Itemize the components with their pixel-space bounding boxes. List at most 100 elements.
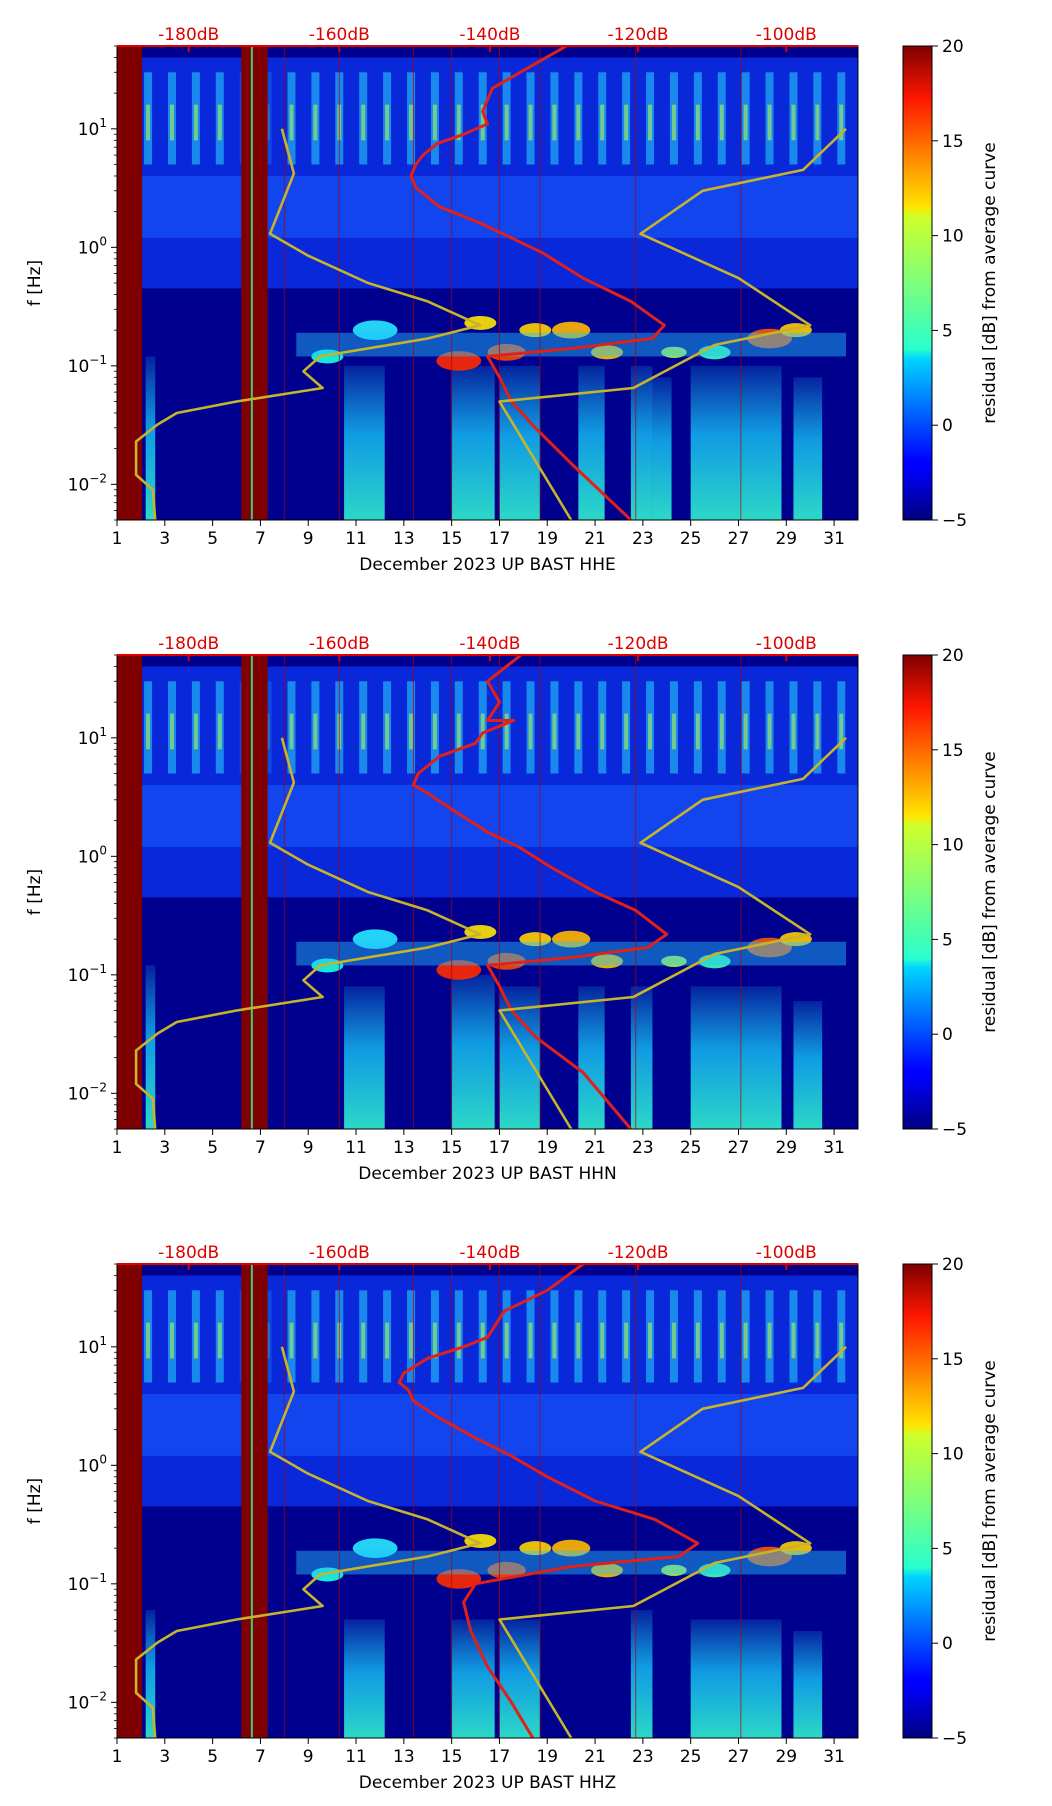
low-frequency-noise-band — [578, 365, 605, 520]
data-gap — [117, 655, 143, 1129]
y-tick-label: 100 — [78, 234, 107, 258]
top-db-label: -140dB — [459, 634, 520, 654]
colorbar-tick-label: 15 — [942, 132, 964, 152]
x-tick-label: 9 — [303, 1747, 314, 1767]
daily-noise-core — [624, 1322, 629, 1359]
x-tick-label: 25 — [680, 529, 702, 549]
storm-event — [591, 954, 624, 969]
daily-noise-core — [289, 1322, 294, 1359]
x-axis-label: December 2023 UP BAST HHZ — [359, 1773, 616, 1793]
colorbar-label: residual [dB] from average curve — [980, 1360, 1000, 1641]
plot-area — [117, 655, 858, 1129]
x-axis-label: December 2023 UP BAST HHN — [358, 1164, 616, 1184]
low-frequency-noise-band — [344, 365, 385, 520]
daily-noise-core — [719, 1322, 724, 1359]
top-db-label: -100dB — [756, 1243, 817, 1263]
x-tick-label: 11 — [345, 1747, 367, 1767]
low-frequency-noise-band — [145, 965, 156, 1129]
secondary-microseism-band — [296, 941, 847, 966]
storm-event — [519, 932, 552, 947]
daily-noise-core — [432, 713, 437, 750]
daily-noise-core — [146, 713, 151, 750]
top-db-label: -180dB — [158, 1243, 219, 1263]
daily-noise-core — [409, 1322, 414, 1359]
low-frequency-noise-band — [344, 1619, 385, 1738]
colorbar-tick-label: 0 — [942, 1634, 953, 1654]
y-tick-label: 100 — [78, 843, 107, 867]
x-tick-label: 5 — [207, 1138, 218, 1158]
x-tick-label: 11 — [345, 529, 367, 549]
storm-event — [352, 929, 398, 949]
daily-noise-core — [409, 713, 414, 750]
storm-event — [661, 955, 687, 967]
low-frequency-noise-band — [630, 1610, 653, 1738]
daily-noise-core — [313, 1322, 318, 1359]
daily-noise-core — [576, 713, 581, 750]
daily-noise-core — [767, 713, 772, 750]
x-tick-label: 31 — [823, 1747, 845, 1767]
y-axis-label: f [Hz] — [25, 869, 45, 915]
secondary-microseism-band — [296, 1550, 847, 1575]
top-db-label: -160dB — [309, 25, 370, 45]
storm-event — [591, 345, 624, 360]
y-axis-label: f [Hz] — [25, 260, 45, 306]
y-tick-label: 101 — [78, 1334, 107, 1358]
low-frequency-noise-band — [690, 1619, 782, 1738]
x-tick-label: 19 — [536, 1138, 558, 1158]
daily-noise-core — [528, 104, 533, 141]
x-tick-label: 21 — [584, 1138, 606, 1158]
colorbar-tick-label: 20 — [942, 1255, 964, 1275]
top-db-label: -100dB — [756, 634, 817, 654]
average-psd-curve — [397, 1264, 700, 1738]
top-db-label: -140dB — [459, 25, 520, 45]
x-tick-label: 15 — [441, 1138, 463, 1158]
y-tick-label: 10−2 — [68, 1080, 107, 1104]
data-gap-line — [250, 46, 253, 520]
daily-noise-core — [743, 104, 748, 141]
x-tick-label: 23 — [632, 1138, 654, 1158]
colorbar-tick-label: 15 — [942, 741, 964, 761]
daily-noise-core — [767, 1322, 772, 1359]
daily-noise-core — [648, 104, 653, 141]
daily-noise-core — [432, 1322, 437, 1359]
daily-noise-core — [648, 713, 653, 750]
daily-noise-core — [815, 1322, 820, 1359]
top-db-label: -120dB — [608, 25, 669, 45]
x-tick-label: 7 — [255, 529, 266, 549]
x-tick-label: 21 — [584, 529, 606, 549]
storm-event — [352, 1538, 398, 1558]
x-tick-label: 19 — [536, 529, 558, 549]
daily-noise-core — [504, 104, 509, 141]
low-frequency-noise-band — [344, 986, 385, 1129]
low-frequency-noise-band — [793, 1630, 823, 1738]
low-frequency-noise-band — [690, 986, 782, 1129]
colorbar-tick-label: 0 — [942, 416, 953, 436]
daily-noise-core — [528, 713, 533, 750]
x-tick-label: 1 — [112, 529, 123, 549]
low-frequency-noise-band — [145, 1610, 156, 1738]
daily-noise-core — [169, 104, 174, 141]
low-frequency-noise-band — [145, 356, 156, 520]
colorbar — [902, 45, 933, 521]
microseism-haze — [117, 1393, 858, 1456]
x-tick-label: 9 — [303, 529, 314, 549]
daily-noise-core — [456, 1322, 461, 1359]
low-frequency-noise-band — [793, 377, 823, 520]
colorbar-tick-label: 10 — [942, 227, 964, 247]
daily-noise-core — [600, 713, 605, 750]
x-tick-label: 11 — [345, 1138, 367, 1158]
y-tick-label: 101 — [78, 725, 107, 749]
x-tick-label: 3 — [159, 1747, 170, 1767]
storm-event — [661, 346, 687, 358]
daily-noise-core — [743, 713, 748, 750]
low-frequency-noise-band — [690, 365, 782, 520]
daily-noise-core — [695, 713, 700, 750]
daily-noise-core — [815, 104, 820, 141]
average-psd-curve — [409, 46, 666, 520]
high-frequency-band — [117, 666, 858, 898]
colorbar-tick-label: 0 — [942, 1025, 953, 1045]
x-tick-label: 17 — [489, 529, 511, 549]
daily-noise-core — [289, 713, 294, 750]
storm-event — [747, 937, 792, 958]
storm-event — [747, 328, 792, 349]
